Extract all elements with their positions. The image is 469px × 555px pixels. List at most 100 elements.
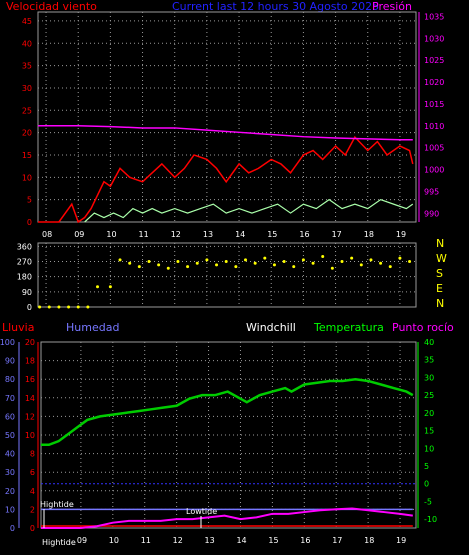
- rain-tick: 18: [25, 357, 35, 366]
- x-tick: 13: [205, 536, 215, 545]
- humidity-tick: 0: [10, 524, 15, 533]
- y-right-tick: 995: [424, 187, 439, 196]
- rain-tick: 20: [25, 338, 35, 347]
- x-tick: 15: [268, 536, 278, 545]
- x-tick: 11: [141, 536, 151, 545]
- direction-point: [234, 265, 238, 269]
- temperature-label: Temperatura: [314, 321, 384, 334]
- x-tick: 19: [396, 230, 406, 239]
- humidity-tick: 10: [5, 505, 15, 514]
- direction-point: [38, 305, 42, 309]
- y-left-tick: 0: [27, 218, 32, 227]
- temperature-line: [41, 377, 414, 446]
- x-tick: 14: [235, 230, 245, 239]
- x-tick: 11: [139, 230, 149, 239]
- direction-point: [224, 260, 228, 264]
- direction-point: [253, 261, 257, 265]
- temp-tick: 35: [424, 356, 434, 365]
- direction-point: [272, 263, 276, 267]
- direction-point: [128, 261, 132, 265]
- x-tick: 17: [332, 230, 342, 239]
- y-left-tick: 45: [22, 17, 32, 26]
- direction-point: [176, 260, 180, 264]
- dewpoint-line: [41, 507, 413, 529]
- direction-point: [118, 258, 122, 262]
- direction-point: [96, 285, 100, 289]
- y-left-tick: 25: [22, 106, 32, 115]
- direction-point: [166, 266, 170, 270]
- chart-title: Current last 12 hours 30 Agosto 2025: [172, 0, 380, 13]
- wind-speed-label: Velocidad viento: [6, 0, 97, 13]
- y-left-tick: 35: [22, 62, 32, 71]
- y-left-tick: 15: [22, 151, 32, 160]
- rain-tick: 0: [30, 524, 35, 533]
- y-left-tick: 30: [22, 84, 32, 93]
- rain-tick: 10: [25, 431, 35, 440]
- temp-tick: 15: [424, 427, 434, 436]
- temp-tick: 0: [424, 480, 429, 489]
- compass-s: S: [436, 267, 443, 280]
- direction-point: [205, 258, 209, 262]
- rain-tick: 16: [25, 375, 35, 384]
- x-tick: 18: [364, 230, 374, 239]
- x-tick: 10: [106, 230, 116, 239]
- y-tick: 180: [17, 273, 32, 282]
- x-tick: 10: [109, 536, 119, 545]
- direction-point: [301, 258, 305, 262]
- direction-point: [86, 305, 90, 309]
- y-tick: 270: [17, 258, 32, 267]
- direction-point: [157, 263, 161, 267]
- wind-pressure-chart: 0510152025303540459909951000100510101015…: [22, 11, 444, 239]
- x-tick: 17: [332, 536, 342, 545]
- direction-point: [311, 261, 315, 265]
- temp-tick: 5: [424, 462, 429, 471]
- y-tick: 360: [17, 242, 32, 251]
- y-right-tick: 1015: [424, 100, 444, 109]
- humidity-tick: 30: [5, 468, 15, 477]
- rain-tick: 14: [25, 394, 35, 403]
- humidity-tick: 90: [5, 357, 15, 366]
- rain-tick: 4: [30, 487, 35, 496]
- pressure-label: Presión: [372, 0, 412, 13]
- direction-point: [243, 258, 247, 262]
- direction-point: [340, 260, 344, 264]
- temp-tick: 40: [424, 338, 434, 347]
- wind-speed-line: [38, 135, 414, 224]
- x-tick: 12: [173, 536, 183, 545]
- x-tick: 19: [396, 536, 406, 545]
- humidity-tick: 50: [5, 431, 15, 440]
- direction-point: [330, 266, 334, 270]
- pressure-line: [38, 125, 413, 141]
- x-tick: 18: [364, 536, 374, 545]
- direction-point: [76, 305, 80, 309]
- y-right-tick: 1030: [424, 34, 444, 43]
- direction-point: [215, 263, 219, 267]
- y-right-tick: 1025: [424, 56, 444, 65]
- x-tick: 14: [236, 536, 246, 545]
- rain-tick: 8: [30, 450, 35, 459]
- direction-point: [379, 261, 383, 265]
- x-tick: 09: [74, 230, 84, 239]
- windchill-label: Windchill: [246, 321, 296, 334]
- lowtide-label: Lowtide: [186, 507, 217, 516]
- humidity-tick: 70: [5, 394, 15, 403]
- direction-point: [47, 305, 51, 309]
- direction-point: [263, 256, 267, 260]
- x-tick: 13: [203, 230, 213, 239]
- rain-tick: 6: [30, 468, 35, 477]
- direction-point: [57, 305, 61, 309]
- y-left-tick: 40: [22, 39, 32, 48]
- plot-frame: [37, 11, 417, 223]
- direction-point: [359, 263, 363, 267]
- compass-w: W: [436, 252, 447, 265]
- humidity-label: Humedad: [66, 321, 120, 334]
- temp-tick: 10: [424, 444, 434, 453]
- compass-n-bottom: N: [436, 297, 445, 310]
- direction-point: [369, 258, 373, 262]
- y-left-tick: 20: [22, 129, 32, 138]
- direction-point: [292, 265, 296, 269]
- direction-point: [195, 261, 199, 265]
- direction-point: [350, 256, 354, 260]
- rain-tick: 2: [30, 505, 35, 514]
